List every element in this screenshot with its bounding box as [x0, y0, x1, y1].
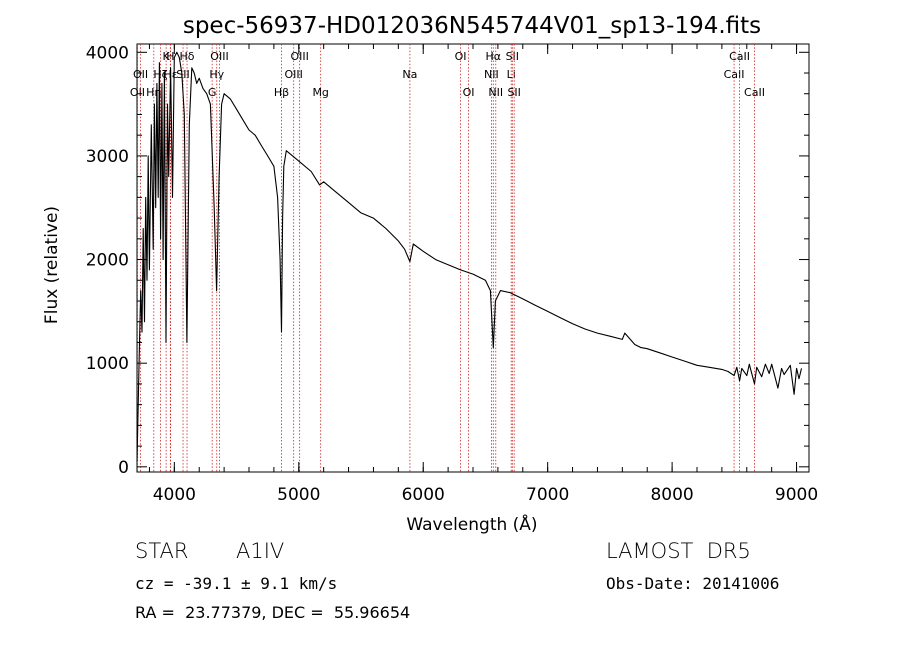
x-tick-label: 6000 — [402, 485, 445, 505]
spectral-line-label: OIII — [284, 68, 302, 81]
survey-name: LAMOST DR5 — [606, 539, 751, 563]
y-tick-label: 0 — [118, 458, 129, 478]
x-tick-label: 4000 — [153, 485, 196, 505]
spectral-line-label: OIII — [210, 50, 228, 63]
redshift-velocity: cz = -39.1 ± 9.1 km/s — [135, 574, 338, 593]
object-subclass: A1IV — [236, 539, 285, 563]
x-tick-label: 8000 — [650, 485, 693, 505]
plot-border — [136, 43, 810, 473]
line-markers: OIIOIIHηHζKHHεSIIHδGHγOIIIHβOIIIOIIIMgNa… — [130, 44, 765, 472]
spectral-line-label: Na — [402, 68, 417, 81]
spectral-line-label: Hγ — [209, 68, 224, 81]
spectral-line-label: SII — [507, 86, 520, 99]
spectral-line-label: H — [166, 50, 174, 63]
spectral-line-label: G — [208, 86, 217, 99]
spectral-line-label: OI — [455, 50, 467, 63]
spectral-line-label: Hδ — [180, 50, 195, 63]
y-tick-label: 1000 — [86, 354, 129, 374]
x-axis-label: Wavelength (Å) — [406, 513, 537, 535]
spectral-line-label: Mg — [312, 86, 328, 99]
spectral-line-label: CaII — [729, 50, 750, 63]
spectral-line-label: Hα — [486, 50, 502, 63]
spectral-line-label: CaII — [724, 68, 745, 81]
x-tick-label: 7000 — [526, 485, 569, 505]
spectral-line-label: SII — [506, 50, 519, 63]
series-layer — [136, 51, 803, 462]
spectral-line-label: K — [163, 50, 171, 63]
x-tick-label: 5000 — [277, 485, 320, 505]
axis-ticks: 4000 5000 6000 7000 8000 9000 0 1000 2000 3000 400… — [86, 43, 818, 505]
plot-frame — [136, 43, 810, 473]
x-tick-label: 9000 — [775, 485, 818, 505]
spectral-line-label: CaII — [744, 86, 765, 99]
y-tick-label: 3000 — [86, 147, 129, 167]
spectral-line-label: OI — [463, 86, 475, 99]
spectral-line-label: NII — [484, 68, 499, 81]
spectral-line-label: Li — [507, 68, 516, 81]
sky-coordinates: RA = 23.77379, DEC = 55.96654 — [135, 603, 411, 622]
spectrum-line — [136, 51, 803, 462]
chart-title: spec-56937-HD012036N545744V01_sp13-194.f… — [183, 13, 761, 39]
object-class: STAR — [135, 539, 189, 563]
spectral-line-label: Hη — [146, 86, 161, 99]
observation-date: Obs-Date: 20141006 — [606, 574, 780, 593]
spectral-line-label: Hβ — [274, 86, 289, 99]
y-tick-label: 2000 — [86, 251, 129, 271]
spectral-line-label: NII — [488, 86, 503, 99]
spectral-line-label: OII — [133, 68, 148, 81]
spectral-line-label: OII — [130, 86, 145, 99]
spectral-line-label: SII — [176, 68, 189, 81]
y-tick-label: 4000 — [86, 43, 129, 63]
spectral-line-label: OIII — [290, 50, 308, 63]
y-axis-label: Flux (relative) — [42, 206, 62, 324]
